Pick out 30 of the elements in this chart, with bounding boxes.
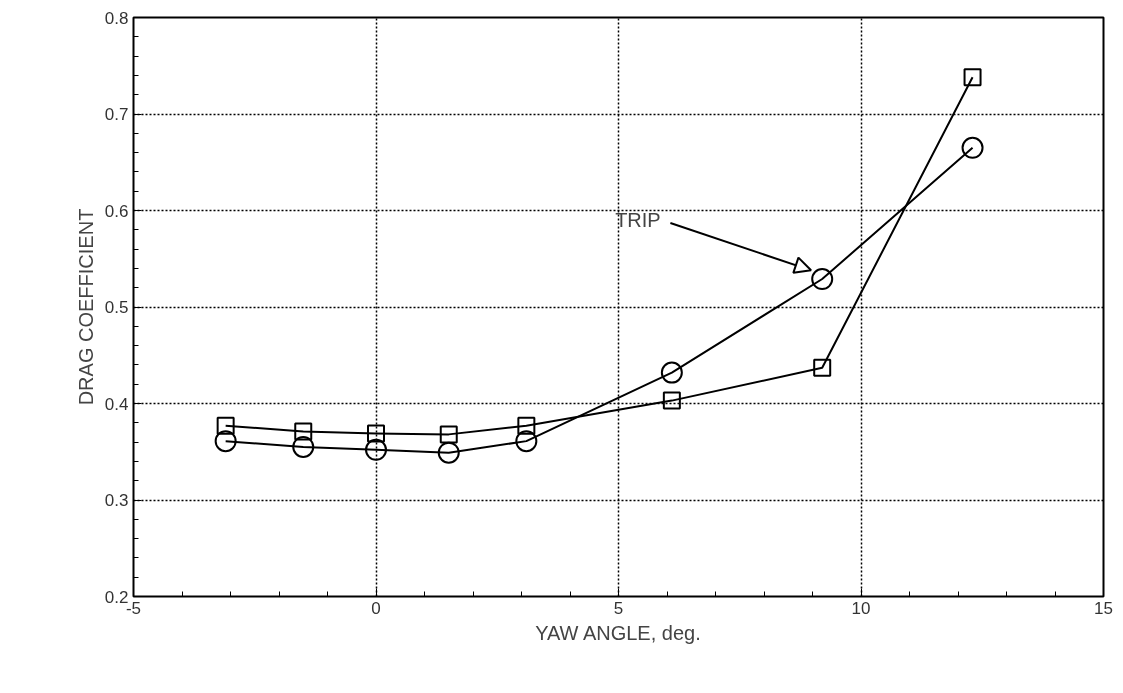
point — [961, 136, 984, 159]
point — [811, 268, 834, 290]
point — [963, 68, 982, 87]
point — [437, 441, 460, 464]
x-tick-label: 0 — [371, 598, 381, 618]
point — [660, 361, 683, 384]
point — [294, 422, 313, 441]
point — [439, 425, 458, 444]
point — [216, 416, 235, 435]
point — [813, 358, 832, 377]
annotation: TRIP — [615, 209, 661, 232]
y-tick-label: 0.4 — [104, 394, 129, 414]
point — [214, 430, 237, 453]
point — [662, 391, 681, 410]
y-tick-label: 0.3 — [104, 491, 129, 510]
y-tick-label: 0.2 — [104, 587, 129, 607]
y-tick-label: 0.5 — [104, 298, 129, 317]
x-axis-title: YAW ANGLE, deg. — [535, 621, 701, 644]
y-axis-title: DRAG COEFFICIENT — [74, 208, 97, 406]
y-tick-label: 0.6 — [104, 201, 129, 221]
point — [367, 424, 385, 443]
point — [517, 416, 536, 435]
point — [515, 430, 538, 453]
x-tick-label: 15 — [1094, 598, 1113, 618]
x-tick-label: 5 — [613, 598, 624, 618]
point — [292, 435, 315, 458]
point — [365, 438, 387, 461]
y-tick-label: 0.8 — [104, 8, 129, 28]
y-tick-label: 0.7 — [104, 105, 129, 124]
x-tick-label: 10 — [851, 598, 871, 618]
